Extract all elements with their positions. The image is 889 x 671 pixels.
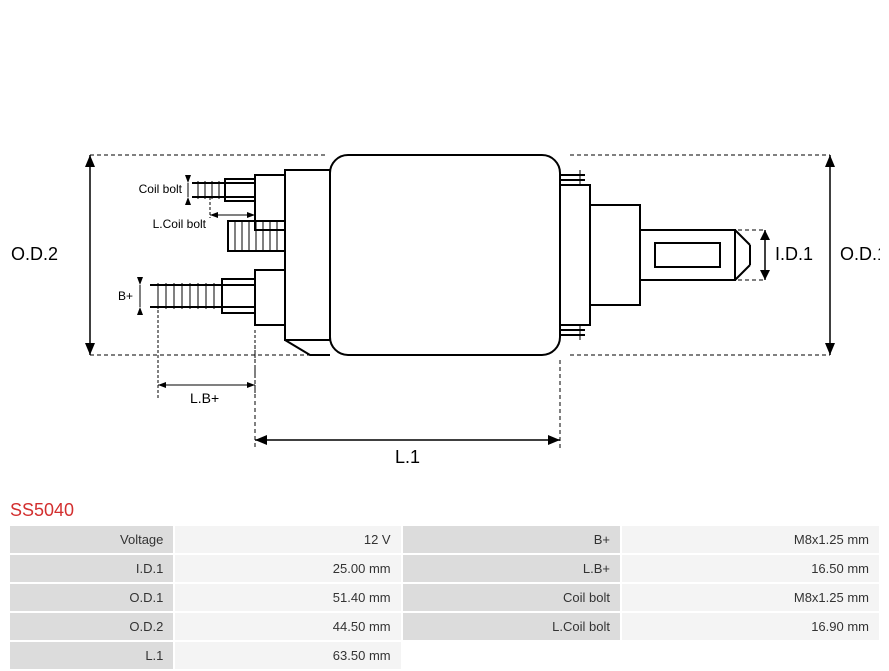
dim-lcoilbolt: L.Coil bolt: [153, 197, 255, 231]
spec-table: Voltage12 VB+M8x1.25 mmI.D.125.00 mmL.B+…: [8, 524, 881, 671]
spec-value: 16.90 mm: [622, 613, 879, 640]
table-row: Voltage12 VB+M8x1.25 mm: [10, 526, 879, 553]
right-block: [560, 185, 590, 325]
spec-label: Coil bolt: [403, 584, 620, 611]
spec-value: 44.50 mm: [175, 613, 400, 640]
label-bplus: B+: [118, 289, 133, 303]
right-flange: [590, 205, 640, 305]
part-number: SS5040: [10, 500, 74, 521]
label-lbplus: L.B+: [190, 390, 219, 406]
diagram-svg: O.D.2 O.D.1 I.D.1 Coil bolt: [10, 125, 880, 485]
label-lcoilbolt: L.Coil bolt: [153, 217, 207, 231]
table-row: O.D.244.50 mmL.Coil bolt16.90 mm: [10, 613, 879, 640]
plunger-slot: [655, 243, 720, 267]
label-od2: O.D.2: [11, 244, 58, 264]
b-plus-bolt: [150, 279, 255, 313]
dim-coilbolt: Coil bolt: [139, 175, 191, 205]
table-row: L.163.50 mm: [10, 642, 879, 669]
spec-label: L.1: [10, 642, 173, 669]
spec-value: M8x1.25 mm: [622, 526, 879, 553]
table-row: O.D.151.40 mmCoil boltM8x1.25 mm: [10, 584, 879, 611]
spec-label: L.Coil bolt: [403, 613, 620, 640]
spec-label: O.D.1: [10, 584, 173, 611]
dim-id1: I.D.1: [640, 230, 813, 280]
spec-label: L.B+: [403, 555, 620, 582]
spec-label: B+: [403, 526, 620, 553]
label-od1: O.D.1: [840, 244, 880, 264]
coil-bolt-part: [192, 179, 255, 201]
label-coilbolt: Coil bolt: [139, 182, 183, 196]
dim-l1: L.1: [255, 345, 560, 467]
spec-value: 63.50 mm: [175, 642, 400, 669]
spec-label: Voltage: [10, 526, 173, 553]
spec-label: I.D.1: [10, 555, 173, 582]
left-plate: [285, 170, 330, 340]
main-body: [330, 155, 560, 355]
spec-value: 16.50 mm: [622, 555, 879, 582]
spec-value: 25.00 mm: [175, 555, 400, 582]
lower-boss: [255, 270, 285, 325]
spec-label: O.D.2: [10, 613, 173, 640]
spec-value: M8x1.25 mm: [622, 584, 879, 611]
label-id1: I.D.1: [775, 244, 813, 264]
dim-bplus: B+: [118, 277, 143, 315]
dim-od1: O.D.1: [570, 155, 880, 355]
spec-value: 12 V: [175, 526, 400, 553]
dim-lbplus: L.B+: [158, 310, 255, 406]
table-row: I.D.125.00 mmL.B+16.50 mm: [10, 555, 879, 582]
middle-thread: [228, 221, 285, 251]
spec-value: 51.40 mm: [175, 584, 400, 611]
label-l1: L.1: [395, 447, 420, 467]
technical-diagram: O.D.2 O.D.1 I.D.1 Coil bolt: [10, 125, 880, 485]
